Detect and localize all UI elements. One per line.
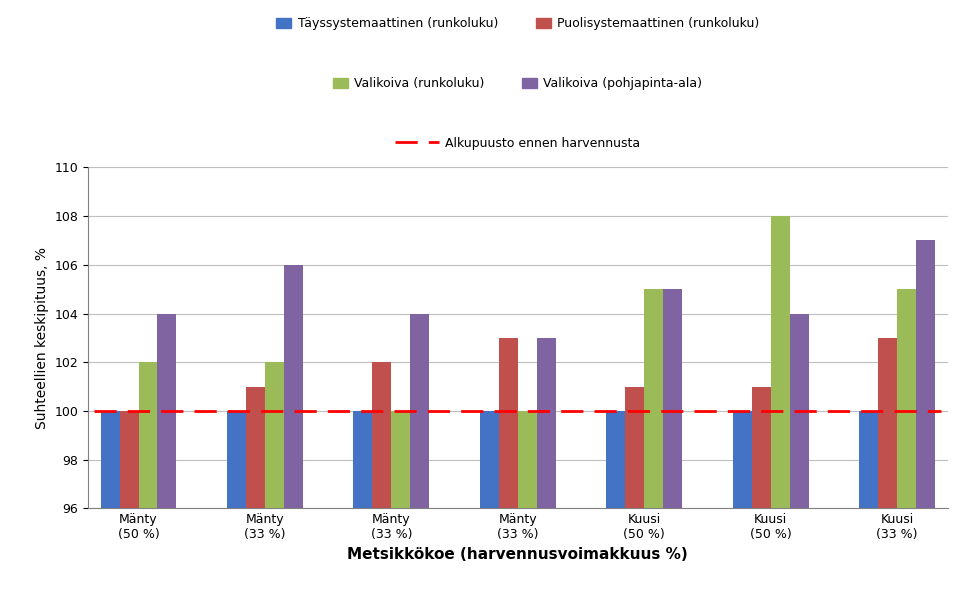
- Bar: [789, 313, 809, 598]
- Bar: [733, 411, 751, 598]
- Bar: [101, 411, 119, 598]
- Bar: [119, 411, 139, 598]
- Bar: [265, 362, 284, 598]
- Bar: [480, 411, 499, 598]
- Bar: [372, 362, 392, 598]
- Bar: [859, 411, 878, 598]
- Bar: [354, 411, 372, 598]
- Legend: Täyssystemaattinen (runkoluku), Puolisystemaattinen (runkoluku): Täyssystemaattinen (runkoluku), Puolisys…: [272, 12, 764, 35]
- Bar: [139, 362, 157, 598]
- Legend: Alkupuusto ennen harvennusta: Alkupuusto ennen harvennusta: [390, 132, 646, 155]
- Bar: [625, 386, 644, 598]
- Bar: [246, 386, 265, 598]
- Bar: [644, 289, 663, 598]
- Bar: [771, 216, 789, 598]
- Bar: [518, 411, 536, 598]
- X-axis label: Metsikkökoe (harvennusvoimakkuus %): Metsikkökoe (harvennusvoimakkuus %): [348, 547, 688, 562]
- Legend: Valikoiva (runkoluku), Valikoiva (pohjapinta-ala): Valikoiva (runkoluku), Valikoiva (pohjap…: [328, 72, 707, 95]
- Bar: [410, 313, 429, 598]
- Y-axis label: Suhteellien keskipituus, %: Suhteellien keskipituus, %: [35, 247, 49, 429]
- Bar: [751, 386, 771, 598]
- Bar: [916, 240, 935, 598]
- Bar: [157, 313, 177, 598]
- Bar: [284, 265, 303, 598]
- Bar: [663, 289, 682, 598]
- Bar: [392, 411, 410, 598]
- Bar: [499, 338, 518, 598]
- Bar: [897, 289, 916, 598]
- Bar: [227, 411, 246, 598]
- Bar: [607, 411, 625, 598]
- Bar: [536, 338, 556, 598]
- Bar: [878, 338, 897, 598]
